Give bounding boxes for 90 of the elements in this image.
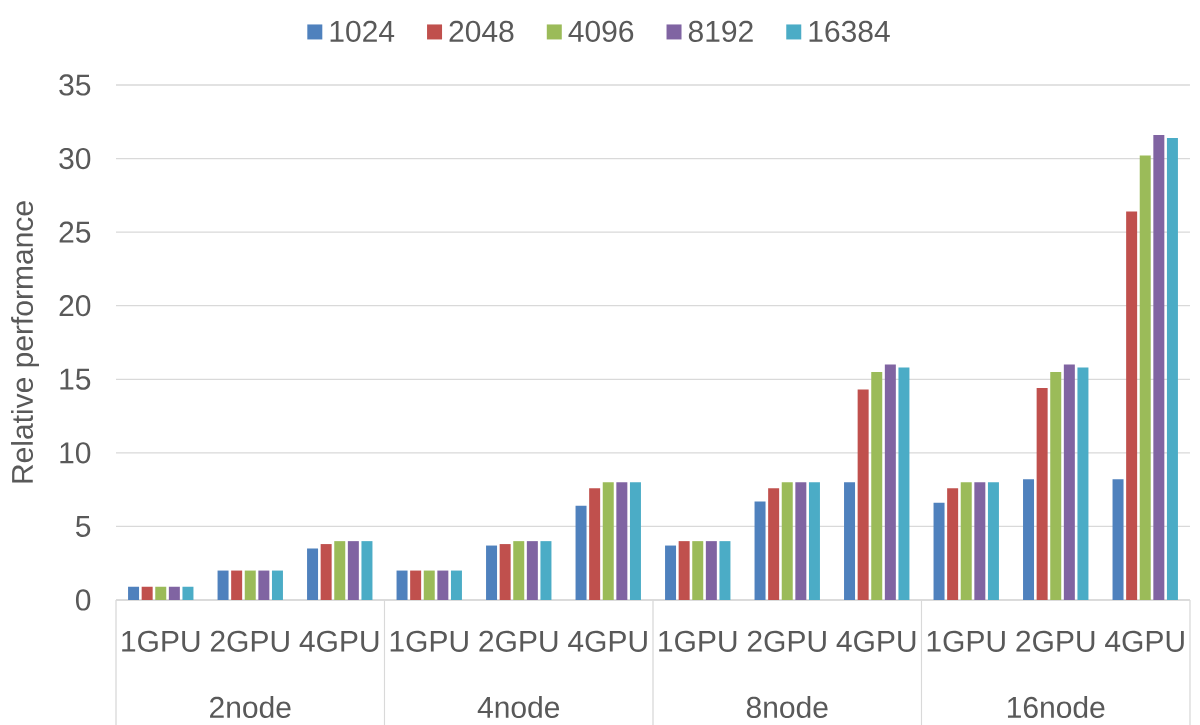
bar: [678, 541, 690, 600]
x-tick-label: 1GPU: [122, 630, 200, 652]
bar: [629, 482, 641, 600]
bar: [217, 570, 229, 600]
bar: [768, 488, 780, 600]
bar: [754, 501, 766, 600]
x-tick-label: 2GPU: [479, 630, 558, 652]
bar: [665, 545, 677, 600]
bar: [347, 541, 359, 600]
bar: [320, 544, 332, 600]
y-tick-label: 15: [60, 368, 91, 390]
legend-label: 8192: [688, 20, 753, 42]
bar: [692, 541, 704, 600]
bar: [271, 570, 283, 600]
bar: [526, 541, 538, 600]
bar: [231, 570, 243, 600]
bar: [486, 545, 498, 600]
bar: [1153, 135, 1165, 600]
x-tick-label: 1GPU: [659, 630, 737, 652]
y-tick-label: 35: [59, 74, 91, 96]
bar: [719, 541, 731, 600]
legend-label: 1024: [330, 20, 395, 42]
x-tick-label: 2GPU: [747, 630, 826, 652]
bar: [437, 570, 449, 600]
text: 4node: [477, 695, 560, 719]
x-tick-label: 2GPU: [210, 630, 289, 652]
bar: [168, 586, 180, 600]
bar: [575, 505, 587, 600]
legend-label: 4096: [568, 20, 634, 42]
x-tick-label: 2GPU: [1016, 630, 1095, 652]
bar: [808, 482, 820, 600]
bar: [933, 502, 945, 600]
text: 8node: [746, 695, 828, 719]
y-axis-title: Relative performance: [11, 201, 39, 483]
y-tick-label: 30: [59, 147, 91, 170]
bar: [1126, 211, 1138, 600]
y-tick-label: 10: [60, 442, 91, 464]
bar: [307, 548, 319, 600]
y-tick-label: 25: [59, 221, 91, 243]
bar: [499, 544, 511, 600]
x-tick-label: 4GPU: [1105, 630, 1184, 652]
bar: [410, 570, 422, 600]
legend-label: 2048: [449, 20, 514, 42]
bar: [616, 482, 628, 600]
bar: [1166, 137, 1178, 600]
bar: [987, 482, 999, 600]
bar: [182, 586, 194, 600]
y-tick-label: 5: [76, 515, 91, 537]
bar: [974, 482, 986, 600]
x-tick-label: 4GPU: [299, 630, 379, 652]
bar: [1050, 371, 1062, 600]
bar: [513, 541, 525, 600]
bar: [947, 488, 959, 600]
bar: [844, 482, 856, 600]
bar: [141, 586, 153, 600]
bar: [871, 371, 883, 600]
bar: [334, 541, 346, 600]
bar: [155, 586, 167, 600]
bar: [898, 367, 910, 600]
legend-label: 16384: [809, 20, 890, 42]
bar: [1077, 367, 1089, 600]
bar: [589, 488, 601, 600]
bar: [884, 364, 896, 600]
bar: [1139, 155, 1151, 600]
bar: [244, 570, 256, 600]
bar: [795, 482, 807, 600]
text: 2node: [210, 695, 291, 719]
text: 16node: [1007, 695, 1105, 719]
bar: [1063, 364, 1075, 600]
bar: [1036, 388, 1048, 600]
y-tick-label: 20: [59, 295, 91, 317]
bar: [781, 482, 793, 600]
x-tick-label: 1GPU: [927, 630, 1005, 652]
bar: [960, 482, 972, 600]
bar: [857, 389, 869, 600]
bar: [450, 570, 462, 600]
bar: [361, 541, 373, 600]
bar: [423, 570, 435, 600]
x-tick-label: 4GPU: [836, 630, 916, 652]
y-tick-label: 0: [75, 589, 91, 611]
bar: [1023, 479, 1035, 600]
bar: [258, 570, 270, 600]
bar: [540, 541, 552, 600]
bar: [128, 586, 140, 600]
x-tick-label: 1GPU: [390, 630, 468, 652]
bar: [396, 570, 408, 600]
x-tick-label: 4GPU: [568, 630, 647, 652]
bar: [705, 541, 717, 600]
bar: [1112, 479, 1124, 600]
bar: [602, 482, 614, 600]
